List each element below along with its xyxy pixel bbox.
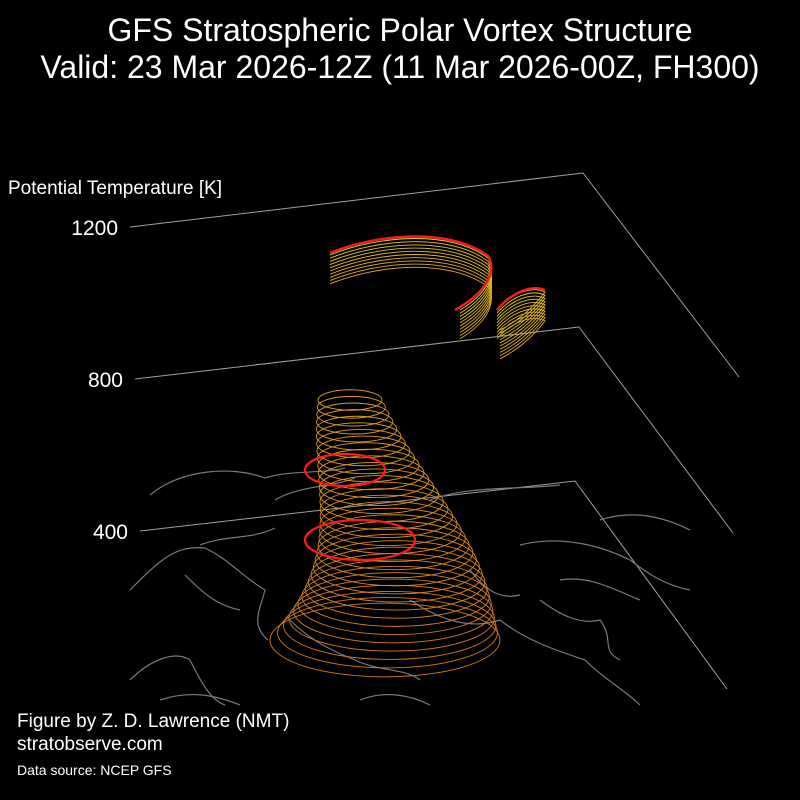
lower-contour-ring: [293, 578, 494, 644]
lower-contour-ring: [319, 494, 453, 538]
lower-contour-ring: [319, 488, 449, 530]
upper-contour-arc: [496, 318, 546, 360]
coastline-9: [469, 569, 621, 661]
lower-contour-ring: [318, 468, 435, 507]
z-tick-label-800: 800: [88, 369, 123, 392]
lower-edge-ring-1: [303, 452, 387, 488]
coastline-8: [289, 619, 431, 706]
lower-contour-ring: [269, 602, 501, 678]
upper-edge-highlight-1: [329, 235, 493, 312]
upper-contour-arc: [329, 238, 492, 311]
lower-contour-ring: [318, 514, 466, 563]
upper-contour-arc: [496, 302, 546, 344]
data-source-credit: Data source: NCEP GFS: [17, 762, 172, 778]
coastline-3: [184, 527, 276, 611]
lower-contour-ring: [317, 455, 425, 491]
upper-contour-arc: [496, 308, 546, 350]
upper-contour-arc: [329, 250, 492, 324]
title-line-2: Valid: 23 Mar 2026-12Z (11 Mar 2026-00Z,…: [40, 49, 760, 85]
coastline-map: [129, 467, 691, 706]
upper-contour-arc: [329, 241, 492, 314]
lower-contour-ring: [317, 389, 383, 411]
lower-contour-ring: [316, 435, 411, 467]
upper-contour-arc: [329, 263, 492, 336]
upper-contour-arc: [329, 254, 492, 327]
author-credit: Figure by Z. D. Lawrence (NMT): [17, 711, 290, 732]
upper-contour-arc: [329, 260, 492, 333]
upper-contour-arc: [329, 266, 492, 340]
lower-contour-ring: [314, 533, 477, 587]
axis-labels: Potential Temperature [K] 400 800 1200: [8, 178, 222, 544]
lower-contour-ring: [277, 597, 498, 669]
coastline-5: [409, 599, 641, 706]
coastline-7: [429, 484, 691, 531]
lower-contour-ring: [316, 422, 402, 451]
z-tick-label-400: 400: [93, 521, 128, 544]
upper-contour-arc: [496, 311, 546, 353]
coastline-6: [519, 540, 691, 601]
lower-contour-ring: [283, 591, 497, 660]
upper-contour-arc: [329, 247, 492, 320]
lower-contour-ring: [319, 475, 439, 515]
lower-contour-ring: [316, 395, 386, 419]
lower-contour-ring: [297, 572, 492, 636]
vortex-isosurfaces: [269, 235, 546, 678]
lower-contour-ring: [319, 507, 462, 555]
upper-vortex-crescent: [329, 235, 546, 360]
lower-contour-ring: [310, 546, 483, 603]
upper-edge-highlight-2: [496, 287, 546, 311]
lower-contour-ring: [312, 540, 480, 595]
lower-contour-ring: [304, 559, 488, 619]
z-tick-label-1200: 1200: [71, 217, 118, 240]
lower-contour-ring: [316, 402, 390, 427]
z-axis-label: Potential Temperature [K]: [8, 178, 222, 199]
upper-contour-arc: [496, 295, 546, 337]
upper-contour-arc: [496, 305, 546, 347]
upper-contour-arc: [329, 257, 492, 330]
upper-contour-arc: [329, 244, 492, 317]
lower-contour-ring: [301, 565, 490, 627]
lower-contour-ring: [316, 429, 406, 459]
lower-contour-ring: [318, 461, 430, 499]
grid-plane-400: [139, 480, 728, 690]
lower-edge-ring-2: [303, 518, 417, 562]
chart-title: GFS Stratospheric Polar Vortex Structure…: [0, 12, 800, 86]
lower-contour-ring: [316, 409, 394, 435]
lower-vortex-column: [269, 389, 501, 678]
upper-contour-arc: [496, 298, 546, 341]
axis-grid: [129, 172, 740, 690]
grid-plane-1200: [129, 172, 740, 378]
upper-contour-arc: [496, 314, 546, 357]
lower-contour-ring: [315, 415, 398, 443]
website-credit: stratobserve.com: [17, 734, 163, 755]
lower-contour-ring: [288, 584, 495, 652]
title-line-1: GFS Stratospheric Polar Vortex Structure: [107, 12, 693, 48]
coastline-2: [129, 547, 269, 641]
grid-plane-800: [134, 326, 734, 534]
coastline-4: [129, 655, 241, 706]
lower-contour-ring: [319, 501, 458, 547]
